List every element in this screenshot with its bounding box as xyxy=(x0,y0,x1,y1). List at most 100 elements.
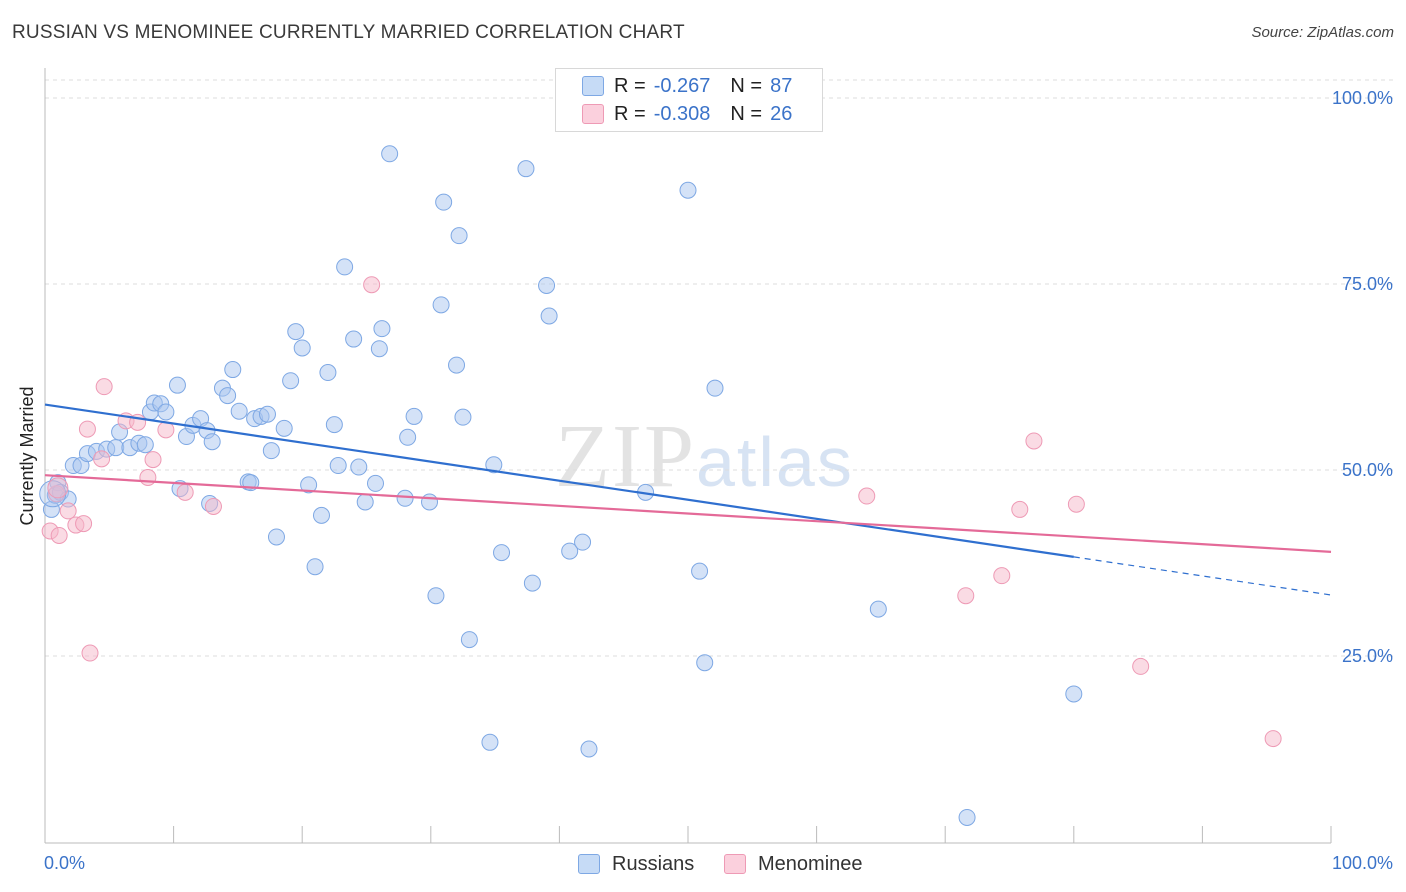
menominee-legend-swatch xyxy=(724,854,746,874)
chart-title: RUSSIAN VS MENOMINEE CURRENTLY MARRIED C… xyxy=(12,22,685,43)
russians-point xyxy=(319,364,337,382)
russians-point xyxy=(282,372,300,390)
russians-point xyxy=(523,574,541,592)
russians-point xyxy=(345,330,363,348)
y-tick-label: 75.0% xyxy=(1342,274,1393,294)
legend-label-russians: Russians xyxy=(612,852,695,875)
russians-point xyxy=(381,145,399,163)
menominee-point xyxy=(75,515,93,533)
legend-item-menominee[interactable]: Menominee xyxy=(724,851,863,877)
russians-point xyxy=(691,562,709,580)
menominee-point xyxy=(176,483,194,501)
x-tick-label: 0.0% xyxy=(44,853,85,873)
menominee-point xyxy=(81,644,99,662)
russians-point xyxy=(869,600,887,618)
russians-point xyxy=(481,733,499,751)
russians-point xyxy=(574,533,592,551)
n-label: N = xyxy=(730,74,763,97)
russians-point xyxy=(405,407,423,425)
menominee-point xyxy=(93,450,111,468)
menominee-point xyxy=(204,497,222,515)
russians-point xyxy=(325,416,343,434)
menominee-point xyxy=(1011,500,1029,518)
russians-point xyxy=(312,506,330,524)
x-tick-label: 100.0% xyxy=(1332,853,1393,873)
russians-point xyxy=(203,433,221,451)
russians-point xyxy=(350,458,368,476)
russians-point xyxy=(168,376,186,394)
russians-point xyxy=(454,408,472,426)
menominee-point xyxy=(993,567,1011,585)
legend-item-russians[interactable]: Russians xyxy=(578,851,694,877)
russians-point xyxy=(538,276,556,294)
y-tick-label: 25.0% xyxy=(1342,646,1393,666)
watermark-atlas: atlas xyxy=(696,423,854,501)
russians-point xyxy=(287,323,305,341)
n-value: 87 xyxy=(770,74,793,97)
menominee-point xyxy=(47,477,69,499)
russians-point xyxy=(306,558,324,576)
russians-point xyxy=(517,160,535,178)
n-label: N = xyxy=(730,102,763,125)
gridlines xyxy=(45,79,1395,657)
russians-point xyxy=(427,587,445,605)
menominee-point xyxy=(50,526,68,544)
russians-legend-swatch xyxy=(578,854,600,874)
russians-point xyxy=(1065,685,1083,703)
russians-point xyxy=(262,442,280,460)
russians-point xyxy=(267,528,285,546)
russians-point xyxy=(540,307,558,325)
stats-box: R = -0.267 N = 87 R = -0.308 N = 26 xyxy=(555,68,823,132)
menominee-point xyxy=(858,487,876,505)
russians-trend-line-extension xyxy=(1073,556,1332,596)
menominee-swatch xyxy=(582,104,604,124)
y-tick-label: 100.0% xyxy=(1332,88,1393,108)
menominee-trend-line xyxy=(44,474,1332,553)
russians-point xyxy=(367,474,385,492)
russians-point xyxy=(275,419,293,437)
russians-point xyxy=(460,631,478,649)
tick-labels: 25.0% 50.0% 75.0% 100.0% 0.0% 100.0% Currently… xyxy=(17,88,1393,873)
russians-point xyxy=(396,489,414,507)
r-value: -0.267 xyxy=(653,74,711,97)
russians-point xyxy=(421,493,439,511)
russians-point xyxy=(230,402,248,420)
menominee-point xyxy=(1025,432,1043,450)
russians-point xyxy=(336,258,354,276)
legend-label-menominee: Menominee xyxy=(758,852,863,875)
russians-point xyxy=(356,493,374,511)
russians-point xyxy=(493,544,511,562)
y-tick-label: 50.0% xyxy=(1342,460,1393,480)
source-note: Source: ZipAtlas.com xyxy=(1251,24,1394,41)
russians-point xyxy=(224,361,242,379)
russians-point xyxy=(958,808,976,826)
r-label: R = xyxy=(614,102,646,125)
russians-point xyxy=(107,439,125,457)
russians-swatch xyxy=(582,76,604,96)
trend-lines xyxy=(44,403,1332,596)
menominee-point xyxy=(139,468,157,486)
menominee-point xyxy=(78,420,96,438)
russians-point xyxy=(370,340,388,358)
russians-point xyxy=(258,405,276,423)
russians-point xyxy=(696,654,714,672)
menominee-point xyxy=(144,451,162,469)
russians-point xyxy=(432,296,450,314)
russians-point xyxy=(293,339,311,357)
russians-point xyxy=(219,387,237,405)
russians-point xyxy=(679,181,697,199)
n-value: 26 xyxy=(770,102,793,125)
russians-point xyxy=(373,320,391,338)
russians-point xyxy=(448,356,466,374)
y-axis-label: Currently Married xyxy=(17,386,37,525)
russians-point xyxy=(450,227,468,245)
menominee-point xyxy=(1264,730,1282,748)
r-label: R = xyxy=(614,74,646,97)
russians-point xyxy=(435,193,453,211)
stats-row-russians: R = -0.267 N = 87 xyxy=(582,72,792,100)
russians-point xyxy=(136,436,154,454)
russians-point xyxy=(561,542,579,560)
menominee-point xyxy=(59,502,77,520)
menominee-point xyxy=(1132,657,1150,675)
